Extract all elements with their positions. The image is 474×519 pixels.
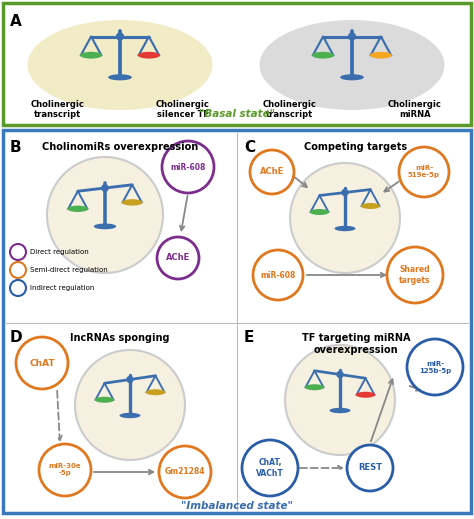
Ellipse shape	[27, 20, 212, 110]
Circle shape	[250, 150, 294, 194]
Text: Cholinergic
transcript: Cholinergic transcript	[263, 100, 317, 119]
Circle shape	[347, 445, 393, 491]
Text: miR-608: miR-608	[170, 162, 206, 171]
Circle shape	[127, 376, 133, 383]
Text: C: C	[244, 140, 255, 155]
Text: "Imbalanced state": "Imbalanced state"	[181, 501, 293, 511]
Text: E: E	[244, 330, 255, 345]
Ellipse shape	[312, 52, 334, 59]
Ellipse shape	[94, 224, 116, 229]
Text: Cholinergic
transcript: Cholinergic transcript	[31, 100, 85, 119]
Ellipse shape	[95, 397, 114, 403]
Ellipse shape	[259, 20, 445, 110]
Text: TF targeting miRNA
overexpression: TF targeting miRNA overexpression	[302, 333, 410, 354]
Ellipse shape	[329, 408, 350, 413]
Circle shape	[47, 157, 163, 273]
Circle shape	[39, 444, 91, 496]
Circle shape	[399, 147, 449, 197]
Circle shape	[117, 33, 123, 40]
Text: Direct regulation: Direct regulation	[30, 249, 89, 255]
Circle shape	[348, 33, 356, 40]
Circle shape	[102, 185, 108, 191]
Text: miR-
519e-5p: miR- 519e-5p	[408, 166, 440, 179]
Circle shape	[162, 141, 214, 193]
Text: A: A	[10, 14, 22, 29]
Ellipse shape	[305, 384, 324, 390]
Circle shape	[342, 189, 348, 196]
FancyBboxPatch shape	[3, 3, 471, 125]
Circle shape	[253, 250, 303, 300]
Circle shape	[387, 247, 443, 303]
Text: ChAT: ChAT	[29, 359, 55, 367]
Ellipse shape	[67, 206, 88, 212]
Text: Indirect regulation: Indirect regulation	[30, 285, 94, 291]
Circle shape	[407, 339, 463, 395]
Text: Cholinergic
miRNA: Cholinergic miRNA	[388, 100, 442, 119]
Text: Competing targets: Competing targets	[304, 142, 408, 152]
Ellipse shape	[80, 52, 102, 59]
Text: REST: REST	[358, 463, 382, 472]
Text: Gm21284: Gm21284	[165, 468, 205, 476]
FancyBboxPatch shape	[3, 130, 471, 513]
Text: ChAT,
VAChT: ChAT, VAChT	[256, 458, 284, 477]
Circle shape	[337, 372, 343, 377]
Text: miR-30e
-5p: miR-30e -5p	[49, 463, 82, 476]
Circle shape	[159, 446, 211, 498]
Ellipse shape	[310, 209, 329, 215]
Text: Semi-direct regulation: Semi-direct regulation	[30, 267, 108, 273]
Circle shape	[157, 237, 199, 279]
Ellipse shape	[356, 392, 375, 398]
Text: AChE: AChE	[260, 168, 284, 176]
Text: "Basal state": "Basal state"	[199, 109, 275, 119]
Text: Cholinergic
silencer TF: Cholinergic silencer TF	[156, 100, 210, 119]
Ellipse shape	[335, 226, 356, 231]
Text: lncRNAs sponging: lncRNAs sponging	[70, 333, 170, 343]
Circle shape	[75, 350, 185, 460]
Circle shape	[285, 345, 395, 455]
Text: B: B	[10, 140, 22, 155]
Circle shape	[16, 337, 68, 389]
Circle shape	[290, 163, 400, 273]
Text: D: D	[10, 330, 23, 345]
Text: miR-
125b-5p: miR- 125b-5p	[419, 361, 451, 374]
Ellipse shape	[108, 74, 132, 80]
Text: miR-608: miR-608	[260, 270, 296, 280]
Ellipse shape	[138, 52, 160, 59]
Ellipse shape	[340, 74, 364, 80]
Circle shape	[242, 440, 298, 496]
Text: AChE: AChE	[166, 253, 190, 263]
Ellipse shape	[122, 199, 143, 206]
Text: CholinomiRs overexpression: CholinomiRs overexpression	[42, 142, 198, 152]
Ellipse shape	[370, 52, 392, 59]
Ellipse shape	[146, 389, 165, 395]
Text: Shared
targets: Shared targets	[399, 265, 431, 285]
Ellipse shape	[361, 203, 380, 209]
Ellipse shape	[119, 413, 140, 418]
